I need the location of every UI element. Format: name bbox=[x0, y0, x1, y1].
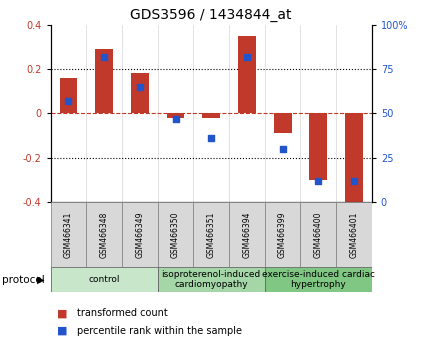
Bar bbox=[158, 267, 265, 292]
Text: GSM466351: GSM466351 bbox=[207, 211, 216, 258]
Point bbox=[208, 135, 215, 141]
Text: GSM466350: GSM466350 bbox=[171, 211, 180, 258]
Text: exercise-induced cardiac
hypertrophy: exercise-induced cardiac hypertrophy bbox=[262, 270, 375, 289]
Bar bbox=[229, 202, 265, 267]
Point bbox=[350, 178, 357, 183]
Point bbox=[101, 54, 108, 59]
Text: transformed count: transformed count bbox=[77, 308, 168, 318]
Text: GSM466349: GSM466349 bbox=[136, 211, 144, 258]
Bar bbox=[95, 49, 113, 113]
Bar bbox=[158, 202, 193, 267]
Bar bbox=[274, 113, 291, 133]
Point bbox=[279, 146, 286, 152]
Point bbox=[243, 54, 250, 59]
Bar bbox=[265, 202, 301, 267]
Text: GSM466348: GSM466348 bbox=[99, 211, 109, 258]
Bar bbox=[131, 74, 149, 113]
Bar bbox=[336, 202, 372, 267]
Bar bbox=[193, 202, 229, 267]
Bar bbox=[86, 202, 122, 267]
Text: GSM466400: GSM466400 bbox=[314, 211, 323, 258]
Point bbox=[136, 84, 143, 90]
Point bbox=[315, 178, 322, 183]
Bar bbox=[167, 113, 184, 118]
Text: ▶: ▶ bbox=[37, 275, 44, 285]
Bar bbox=[301, 202, 336, 267]
Bar bbox=[309, 113, 327, 180]
Text: ■: ■ bbox=[57, 308, 68, 318]
Bar bbox=[51, 267, 158, 292]
Text: percentile rank within the sample: percentile rank within the sample bbox=[77, 326, 242, 336]
Text: protocol: protocol bbox=[2, 275, 45, 285]
Text: GSM466341: GSM466341 bbox=[64, 211, 73, 258]
Bar bbox=[59, 78, 77, 113]
Bar bbox=[51, 202, 86, 267]
Text: control: control bbox=[88, 275, 120, 284]
Point bbox=[65, 98, 72, 104]
Bar bbox=[238, 36, 256, 113]
Text: GSM466401: GSM466401 bbox=[349, 211, 359, 258]
Bar bbox=[202, 113, 220, 118]
Title: GDS3596 / 1434844_at: GDS3596 / 1434844_at bbox=[130, 8, 292, 22]
Bar bbox=[345, 113, 363, 206]
Text: GSM466394: GSM466394 bbox=[242, 211, 251, 258]
Text: isoproterenol-induced
cardiomyopathy: isoproterenol-induced cardiomyopathy bbox=[161, 270, 261, 289]
Text: ■: ■ bbox=[57, 326, 68, 336]
Text: GSM466399: GSM466399 bbox=[278, 211, 287, 258]
Point bbox=[172, 116, 179, 121]
Bar bbox=[122, 202, 158, 267]
Bar bbox=[265, 267, 372, 292]
